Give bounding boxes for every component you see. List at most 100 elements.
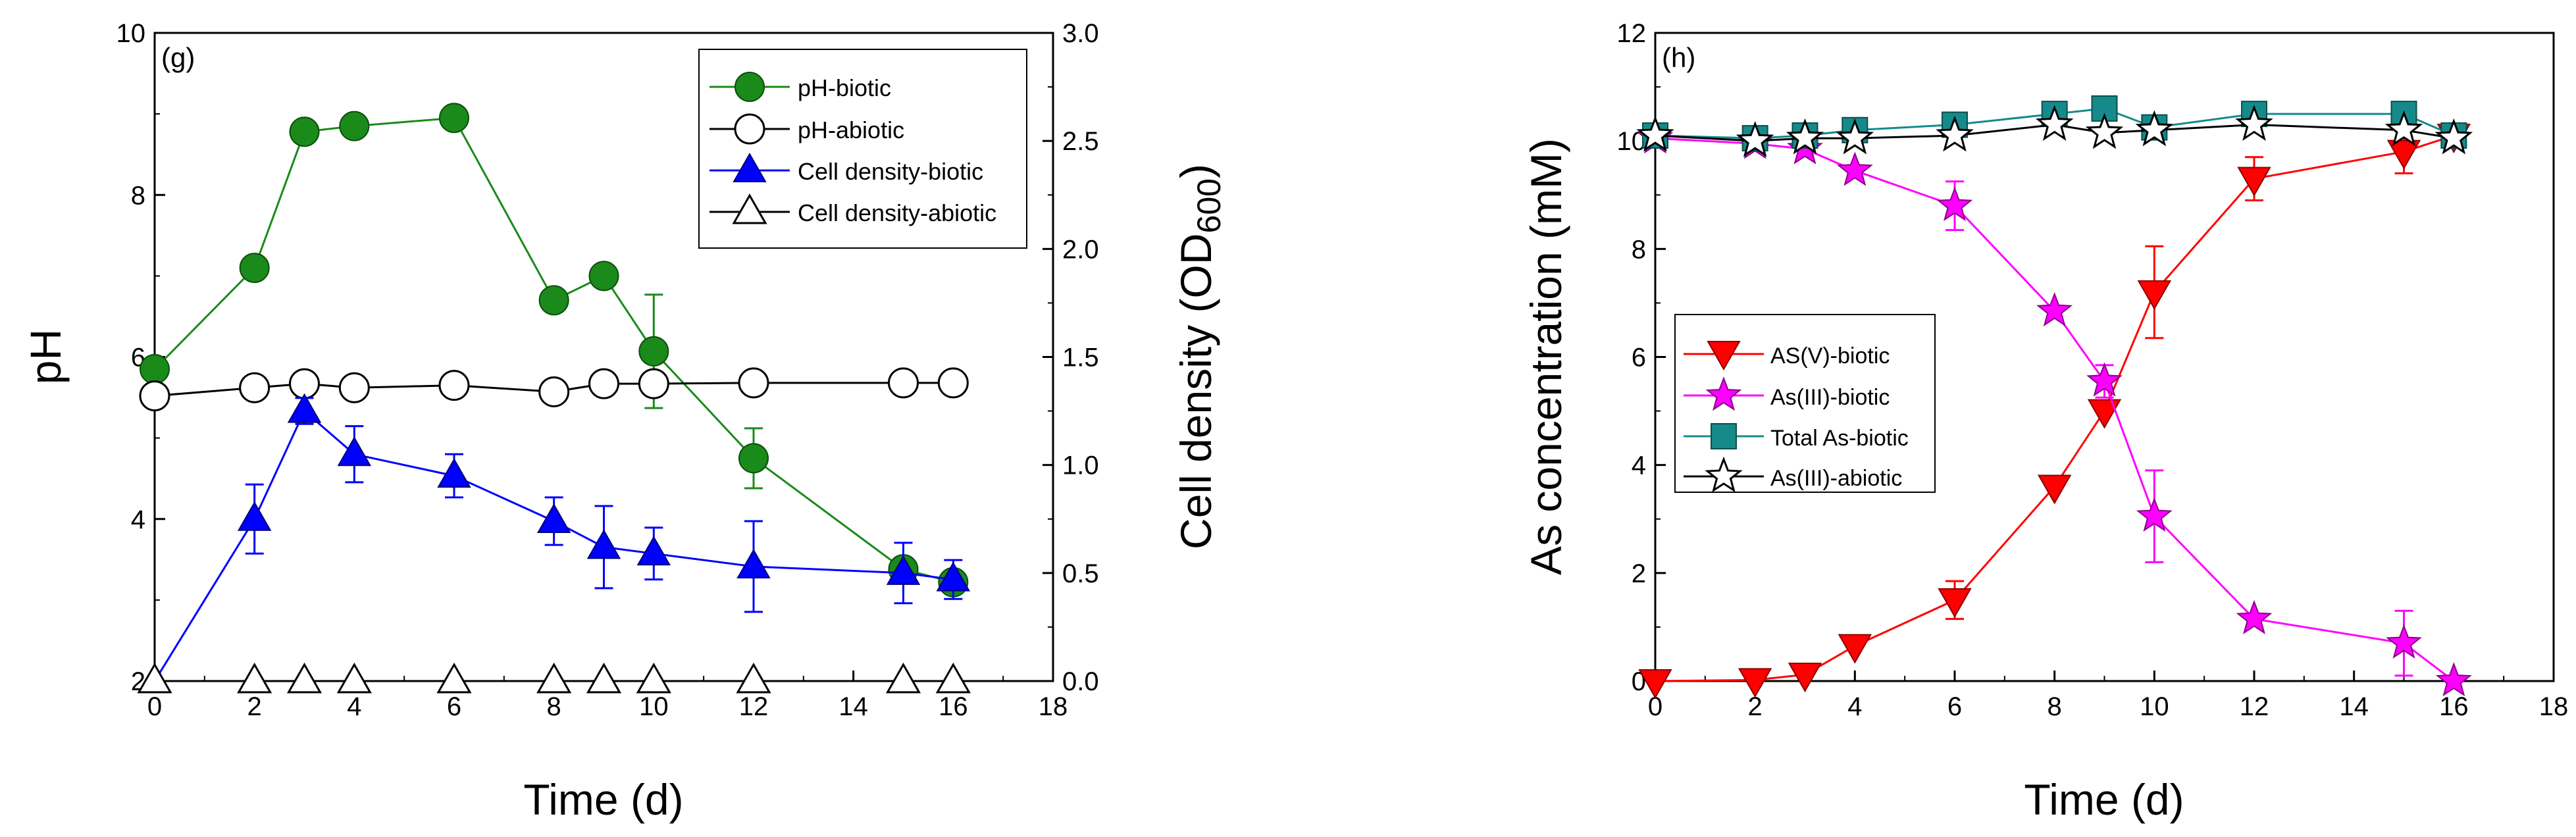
data-point-h-0-0 <box>1638 669 1672 699</box>
y-axis-title-left-g: pH <box>21 329 70 384</box>
data-point-g-3-8 <box>736 662 771 694</box>
data-point-g-2-5 <box>536 503 571 534</box>
y-left-tick-label-h-1: 2 <box>1632 559 1646 588</box>
data-point-h-3-7 <box>2135 110 2174 147</box>
legend-g: pH-biotic pH-abiotic Cell density-biotic… <box>698 49 1027 249</box>
data-point-g-1-9 <box>888 367 919 399</box>
data-point-h-3-1 <box>1736 120 1774 157</box>
data-point-g-3-0 <box>137 662 172 694</box>
data-point-g-3-10 <box>935 662 971 694</box>
data-point-h-3-0 <box>1636 115 1674 152</box>
data-point-h-0-8 <box>2237 166 2271 197</box>
data-point-g-1-6 <box>588 368 619 399</box>
x-tick-label-h-9: 18 <box>2539 692 2569 721</box>
data-point-h-0-7 <box>2137 280 2172 311</box>
x-tick-label-h-2: 4 <box>1847 692 1862 721</box>
x-tick-label-h-3: 6 <box>1947 692 1962 721</box>
data-point-h-3-10 <box>2434 118 2473 155</box>
x-tick-label-g-4: 8 <box>547 692 561 721</box>
data-point-g-0-4 <box>439 103 469 134</box>
x-tick-label-g-7: 14 <box>838 692 868 721</box>
x-tick-label-h-0: 0 <box>1648 692 1662 721</box>
legend-label-ph-biotic: pH-biotic <box>798 74 891 101</box>
data-point-g-2-8 <box>736 548 771 578</box>
data-point-h-1-3 <box>1836 151 1873 186</box>
y-right-tick-label-g-3: 1.5 <box>1062 343 1099 372</box>
data-point-g-3-5 <box>536 662 572 694</box>
data-point-g-0-0 <box>140 353 170 384</box>
y-axis-title-left-h: As concentration (mM) <box>1522 138 1570 575</box>
legend-marker-asiii-biotic <box>1705 376 1742 411</box>
panel-label-g: (g) <box>161 42 195 73</box>
data-point-h-3-9 <box>2384 110 2423 147</box>
y-right-tick-label-g-4: 2.0 <box>1062 235 1099 264</box>
data-point-h-3-2 <box>1786 118 1824 155</box>
data-point-g-3-3 <box>336 662 372 694</box>
data-point-h-1-7 <box>2136 497 2173 532</box>
y-left-tick-label-h-6: 12 <box>1617 19 1647 48</box>
data-point-g-2-6 <box>586 529 621 559</box>
legend-label-asiii-biotic: As(III)-biotic <box>1770 385 1890 410</box>
data-point-h-1-5 <box>2036 292 2073 327</box>
x-tick-label-g-2: 4 <box>347 692 361 721</box>
data-point-g-1-7 <box>638 368 669 399</box>
legend-marker-cell-abiotic <box>732 193 767 224</box>
y-axis-title-right-g: Cell density (OD600) <box>1172 164 1227 549</box>
data-point-g-3-2 <box>286 662 322 694</box>
legend-label-total-as-biotic: Total As-biotic <box>1770 426 1909 451</box>
data-point-h-3-6 <box>2085 113 2124 149</box>
x-tick-label-h-5: 10 <box>2140 692 2169 721</box>
data-point-g-0-8 <box>738 443 769 474</box>
data-point-g-2-3 <box>337 436 372 467</box>
y-left-tick-label-h-2: 4 <box>1632 451 1646 480</box>
panel-label-h: (h) <box>1662 42 1695 73</box>
y-left-tick-label-h-3: 6 <box>1632 343 1646 372</box>
data-point-h-0-6 <box>2087 399 2122 429</box>
x-tick-label-g-6: 12 <box>739 692 769 721</box>
series-g-3 <box>137 662 971 694</box>
data-point-g-2-10 <box>936 561 971 592</box>
x-tick-label-h-4: 8 <box>2048 692 2062 721</box>
data-point-g-1-8 <box>738 367 769 399</box>
data-point-h-3-4 <box>1936 115 1974 152</box>
data-point-g-2-9 <box>886 555 921 585</box>
data-point-g-0-3 <box>339 111 370 141</box>
x-tick-label-g-3: 6 <box>447 692 461 721</box>
legend-marker-total-as-biotic <box>1711 423 1737 449</box>
data-point-g-1-3 <box>338 372 370 403</box>
data-point-g-1-4 <box>438 370 470 401</box>
legend-h: AS(V)-biotic As(III)-biotic Total As-bio… <box>1674 314 1936 493</box>
x-tick-label-h-6: 12 <box>2240 692 2269 721</box>
chart-panel-g: 0 2 4 6 8 10 12 14 16 182468100.00.51.01.52.02.53… <box>21 19 1227 824</box>
data-point-g-2-2 <box>287 393 322 423</box>
series-g-2 <box>138 393 971 693</box>
data-point-h-1-8 <box>2236 599 2273 634</box>
data-point-h-3-3 <box>1836 118 1874 155</box>
data-point-h-1-10 <box>2435 662 2472 697</box>
y-left-tick-label-h-4: 8 <box>1632 235 1646 264</box>
y-right-tick-label-g-1: 0.5 <box>1062 559 1099 588</box>
series-g-1 <box>139 367 969 412</box>
legend-marker-ph-biotic <box>734 72 765 102</box>
y-right-tick-label-g-2: 1.0 <box>1062 451 1099 480</box>
x-axis-title-h: Time (d) <box>2024 775 2184 824</box>
data-point-h-3-8 <box>2235 105 2273 141</box>
x-tick-label-h-1: 2 <box>1748 692 1763 721</box>
series-h-0 <box>1638 123 2471 699</box>
x-tick-label-h-7: 14 <box>2339 692 2369 721</box>
data-point-h-0-2 <box>1788 663 1822 693</box>
data-point-h-1-9 <box>2386 624 2422 659</box>
x-tick-label-g-1: 2 <box>247 692 262 721</box>
data-point-g-0-7 <box>638 336 669 367</box>
x-axis-title-g: Time (d) <box>523 775 683 824</box>
y-right-tick-label-g-6: 3.0 <box>1062 19 1099 48</box>
data-point-g-0-6 <box>588 261 619 292</box>
data-point-g-1-5 <box>538 376 570 407</box>
series-h-3 <box>1636 105 2473 157</box>
data-point-g-3-4 <box>436 662 472 694</box>
data-point-h-1-4 <box>1936 186 1973 221</box>
legend-label-asiii-abiotic: As(III)-abiotic <box>1770 466 1902 491</box>
y-left-tick-label-g-1: 4 <box>131 505 145 534</box>
